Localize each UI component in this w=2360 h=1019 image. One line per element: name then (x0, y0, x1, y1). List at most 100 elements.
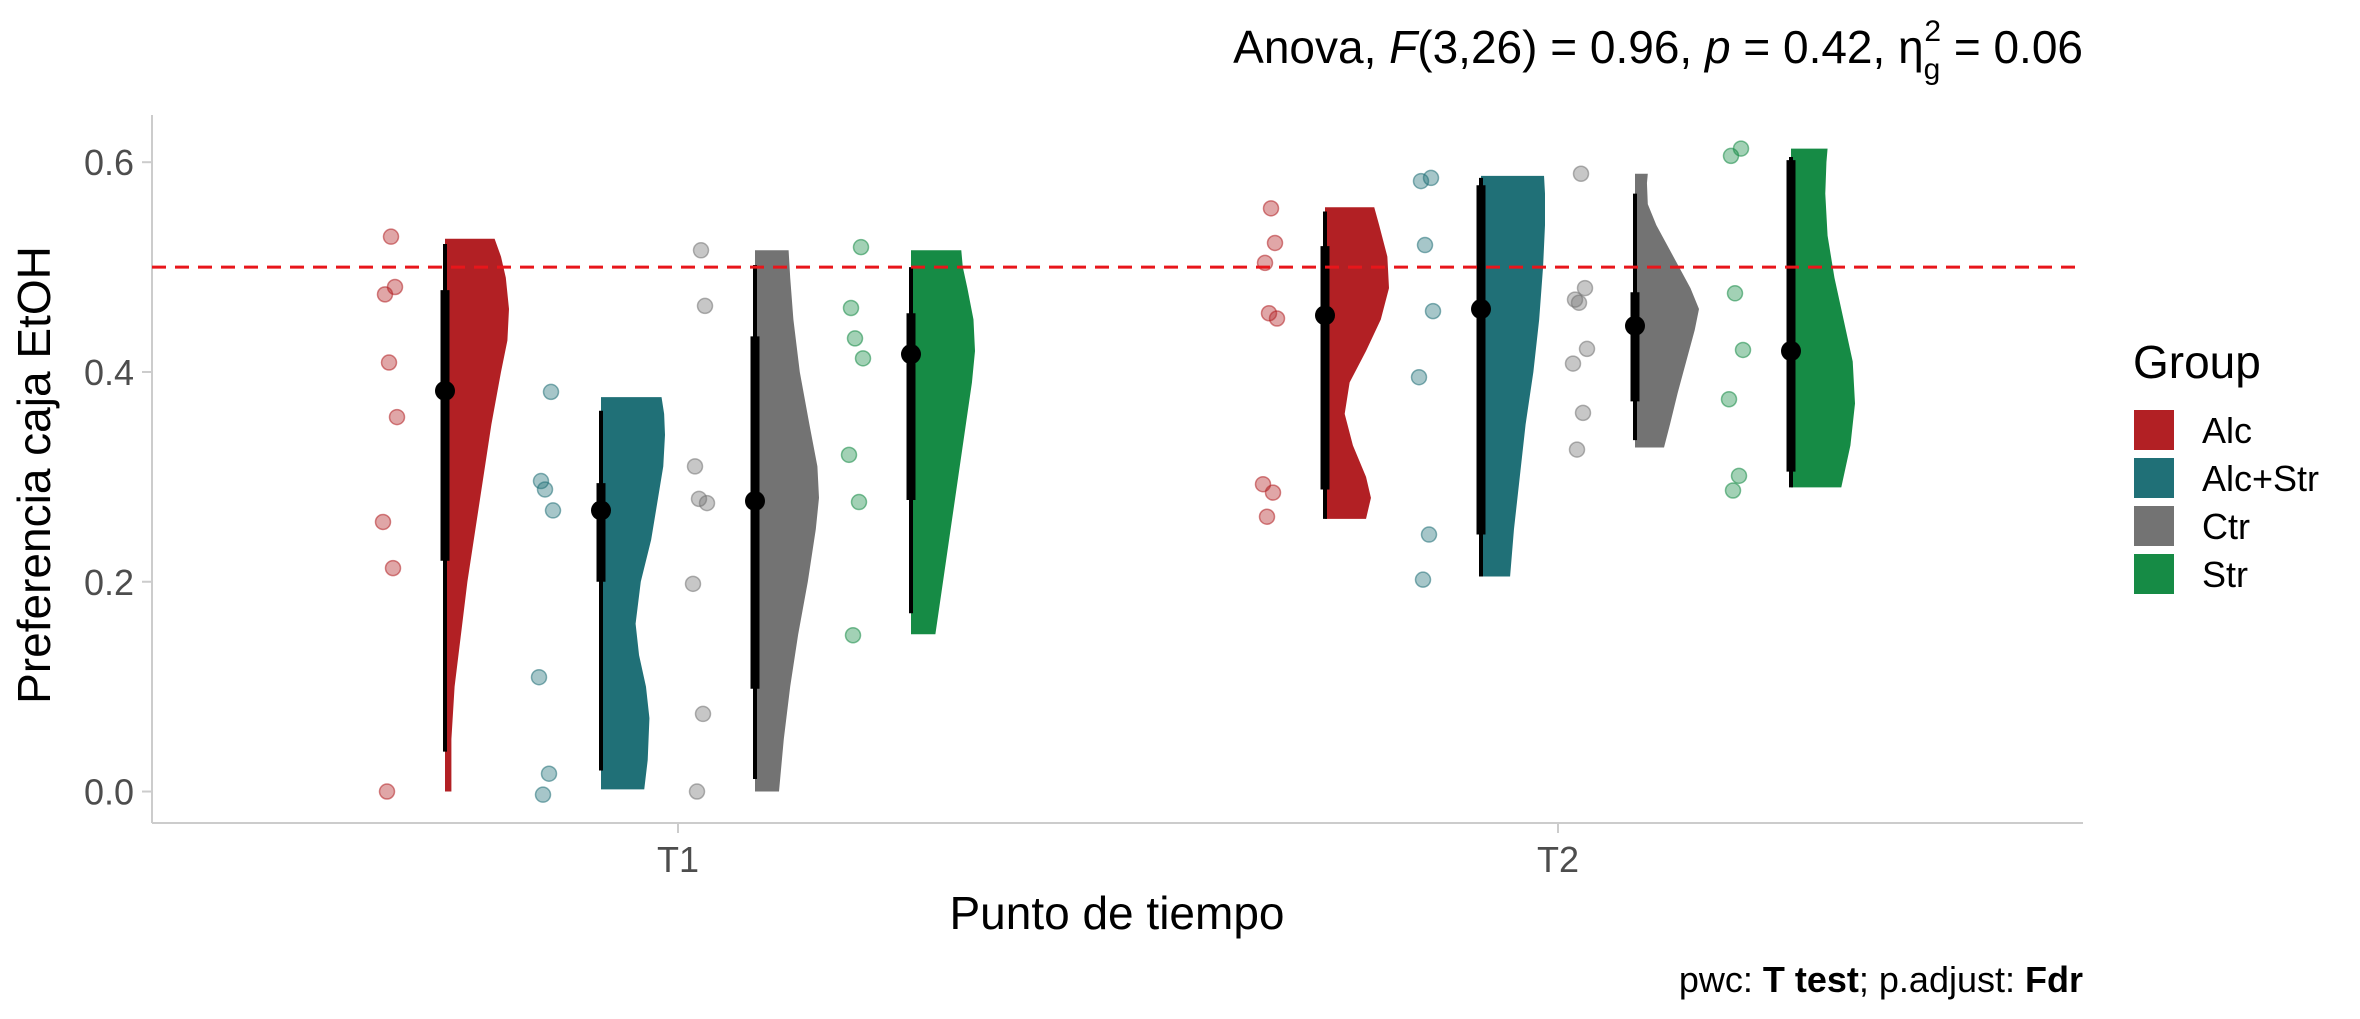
series-T2-alc-str (1410, 169, 1545, 588)
title-effect-sub: g (1924, 53, 1941, 86)
plot-area: 0.0 0.2 0.4 0.6 T1 T2 (84, 115, 2083, 880)
legend-label-ctr: Ctr (2202, 506, 2250, 547)
density-cloud (1325, 207, 1389, 519)
x-axis-title: Punto de tiempo (949, 887, 1284, 939)
title-p-symbol: p (1703, 21, 1731, 73)
y-axis-title: Preferencia caja EtOH (8, 246, 60, 704)
data-point (1734, 341, 1752, 359)
mean-point (1781, 341, 1801, 361)
caption-pwc-label: pwc: (1679, 959, 1763, 1000)
data-point (1414, 571, 1432, 588)
data-point (534, 786, 552, 803)
data-point (846, 330, 864, 347)
data-point (688, 783, 706, 800)
data-point (1726, 285, 1744, 302)
series-T1-alc-str (530, 383, 665, 803)
mean-point (745, 490, 765, 511)
data-point (840, 446, 858, 464)
data-point (684, 575, 702, 593)
data-point (686, 458, 704, 475)
data-point (380, 354, 398, 371)
data-point (842, 299, 860, 317)
legend-swatch-alc (2134, 410, 2174, 450)
mean-point (591, 500, 611, 521)
series-T1-str (840, 238, 975, 644)
title-stat-symbol: F (1389, 21, 1420, 73)
data-point (844, 626, 862, 644)
density-cloud (1481, 175, 1545, 577)
data-point (1732, 140, 1750, 157)
data-point (1260, 304, 1278, 322)
series-T1-alc (374, 228, 509, 800)
title-prefix: Anova, (1233, 21, 1389, 73)
data-point (1412, 172, 1430, 190)
series-T2-str (1720, 140, 1855, 499)
data-point (1574, 404, 1592, 422)
data-point (536, 481, 554, 498)
data-point (696, 297, 714, 315)
density-cloud (755, 250, 819, 792)
data-point (1720, 390, 1738, 408)
svg-text:pwc: T test; p.adjust: Fdr: pwc: T test; p.adjust: Fdr (1679, 959, 2083, 1000)
mean-point (1471, 299, 1491, 320)
data-point (384, 559, 402, 577)
data-point (850, 493, 868, 511)
legend-swatch-ctr (2134, 506, 2174, 546)
legend-label-alc: Alc (2202, 410, 2252, 451)
x-tick-label: T1 (657, 839, 699, 880)
legend-label-str: Str (2202, 554, 2248, 595)
legend: Group Alc Alc+Str Ctr Str (2133, 336, 2319, 595)
data-point (1268, 310, 1286, 327)
data-point (1576, 279, 1594, 297)
title-stat-args: (3,26) = 0.96, (1417, 21, 1705, 73)
svg-text:Anova, F(3,26) = 0.96, p = 0.4: Anova, F(3,26) = 0.96, p = 0.42, ηg 2 = 0… (1233, 15, 2083, 86)
data-point (530, 668, 548, 686)
caption-pwc-value: T test (1763, 959, 1859, 1000)
density-cloud (1635, 173, 1699, 448)
title-effect-value: = 0.06 (1941, 21, 2083, 73)
series-T1-ctr (684, 242, 819, 800)
data-point (1266, 234, 1284, 252)
density-cloud (911, 250, 975, 635)
mean-point (901, 344, 921, 365)
data-point (1420, 526, 1438, 543)
title-effect-sup: 2 (1924, 15, 1941, 48)
mean-point (1625, 315, 1645, 336)
data-point (1578, 340, 1596, 358)
data-point (1730, 467, 1748, 485)
data-point (1410, 368, 1428, 386)
data-point (378, 783, 396, 800)
data-point (1424, 302, 1442, 320)
mean-point (435, 380, 455, 401)
caption: pwc: T test; p.adjust: Fdr (1679, 959, 2083, 1000)
title-effect-symbol: η (1898, 21, 1924, 73)
data-point (852, 238, 870, 256)
legend-swatch-alc-str (2134, 458, 2174, 498)
data-point (694, 705, 712, 723)
data-point (532, 472, 550, 490)
data-point (1416, 236, 1434, 254)
data-point (1572, 165, 1590, 182)
caption-adjust-value: Fdr (2025, 959, 2083, 1000)
data-point (1422, 169, 1440, 187)
data-point (698, 494, 716, 512)
density-cloud (1791, 148, 1855, 488)
data-point (1258, 508, 1276, 525)
legend-label-alc-str: Alc+Str (2202, 458, 2319, 499)
caption-sep: ; p.adjust: (1859, 959, 2025, 1000)
density-cloud (601, 397, 665, 790)
data-point (1568, 441, 1586, 458)
data-point (1262, 200, 1280, 217)
data-point (386, 278, 404, 296)
mean-point (1315, 305, 1335, 326)
data-point (854, 350, 872, 367)
density-cloud (445, 238, 509, 792)
data-point (690, 490, 708, 508)
data-point (1724, 482, 1742, 499)
legend-title: Group (2133, 336, 2261, 388)
data-point (542, 383, 560, 401)
data-point (692, 242, 710, 259)
series-T2-ctr (1564, 165, 1699, 458)
data-point (382, 228, 400, 245)
